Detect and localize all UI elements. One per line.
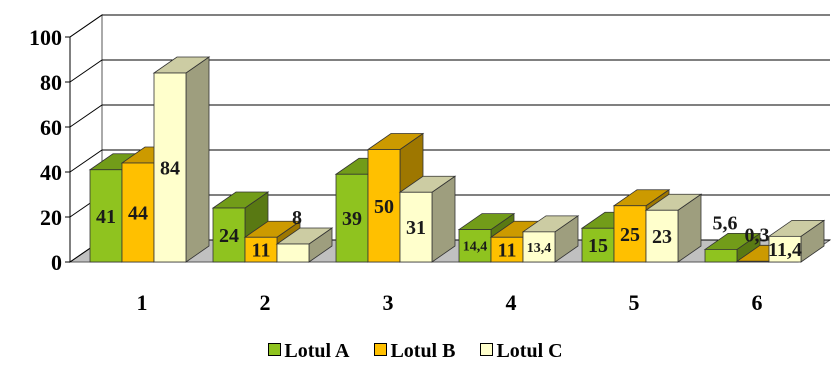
- bar-front-face: [121, 162, 155, 263]
- bar-lotul-a-cat-5: 15: [580, 211, 639, 263]
- gridline: [69, 149, 830, 173]
- bar-front-face: [645, 209, 679, 263]
- x-axis-ticks: 1 2 3 4 5 6: [137, 290, 763, 315]
- bar-front-face: [581, 227, 615, 263]
- bar-front-face: [276, 243, 310, 263]
- data-label: 23: [652, 226, 672, 248]
- data-label: 84: [160, 158, 180, 180]
- bar-front-face: [153, 72, 187, 263]
- bar-front-face: [458, 229, 492, 263]
- gridline: [69, 59, 830, 83]
- x-tick-label: 6: [752, 290, 763, 315]
- y-tick-label: 0: [51, 250, 62, 275]
- gridline: [69, 14, 830, 38]
- data-label: 11,4: [768, 239, 802, 261]
- legend-swatch-lotul-c: [480, 343, 494, 356]
- bar-lotul-c-cat-6: 11,4: [767, 219, 826, 263]
- y-tick-label: 60: [40, 115, 62, 140]
- data-label: 15: [588, 235, 608, 257]
- data-label: 11: [252, 240, 271, 262]
- legend-swatch-lotul-a: [268, 343, 282, 356]
- bar-lotul-c-cat-5: 23: [644, 193, 703, 263]
- data-label: 5,6: [713, 212, 738, 234]
- x-tick-label: 5: [629, 290, 640, 315]
- bar-front-face: [522, 231, 556, 263]
- data-label: 14,4: [463, 240, 488, 255]
- data-label: 0,3: [745, 224, 770, 246]
- x-tick-label: 1: [137, 290, 148, 315]
- data-label: 39: [342, 208, 362, 230]
- bars: 41 44 84 24 11 8 39 50 31 14,4 11 13,4 15 25 23 5,6 0,31…: [88, 56, 826, 263]
- data-label: 31: [406, 217, 426, 239]
- data-label: 25: [620, 224, 640, 246]
- bar-front-face: [89, 169, 123, 263]
- bar-lotul-c-cat-4: 13,4: [521, 215, 580, 263]
- legend-label-lotul-a: Lotul A: [284, 340, 350, 362]
- legend-label-lotul-c: Lotul C: [496, 340, 563, 362]
- data-label: 24: [219, 225, 239, 247]
- bar-front-face: [335, 173, 369, 263]
- bar-lotul-c-cat-1: 84: [152, 56, 211, 263]
- data-label: 11: [498, 240, 517, 262]
- bar-front-face: [212, 207, 246, 263]
- bar-front-face: [704, 248, 738, 263]
- y-tick-label: 80: [40, 70, 62, 95]
- bar-front-face: [736, 260, 770, 263]
- data-label: 41: [96, 206, 116, 228]
- bar-lotul-c-cat-2: 8: [275, 207, 334, 263]
- bar-front-face: [768, 235, 802, 263]
- legend-swatch-lotul-b: [374, 343, 388, 356]
- legend-label-lotul-b: Lotul B: [390, 340, 456, 362]
- legend: Lotul A Lotul B Lotul C: [0, 340, 831, 363]
- legend-item-lotul-c: Lotul C: [480, 340, 563, 363]
- x-tick-label: 3: [383, 290, 394, 315]
- x-tick-label: 4: [506, 290, 517, 315]
- bar-front-face: [613, 205, 647, 263]
- data-label: 44: [128, 203, 148, 225]
- x-tick-label: 2: [260, 290, 271, 315]
- bar-front-face: [367, 149, 401, 263]
- bar-lotul-a-cat-6: 5,6: [703, 212, 762, 263]
- y-axis-ticks: 0 20 40 60 80 100: [29, 25, 62, 275]
- bar-side-face: [185, 56, 210, 263]
- legend-item-lotul-a: Lotul A: [268, 340, 349, 363]
- gridline: [69, 104, 830, 128]
- y-tick-label: 20: [40, 205, 62, 230]
- y-tick-label: 40: [40, 160, 62, 185]
- data-label: 50: [374, 196, 394, 218]
- data-label: 13,4: [527, 241, 552, 256]
- bar-front-face: [399, 191, 433, 263]
- legend-item-lotul-b: Lotul B: [374, 340, 455, 363]
- y-tick-label: 100: [29, 25, 62, 50]
- bar-lotul-c-cat-3: 31: [398, 175, 457, 263]
- data-label: 8: [292, 207, 302, 229]
